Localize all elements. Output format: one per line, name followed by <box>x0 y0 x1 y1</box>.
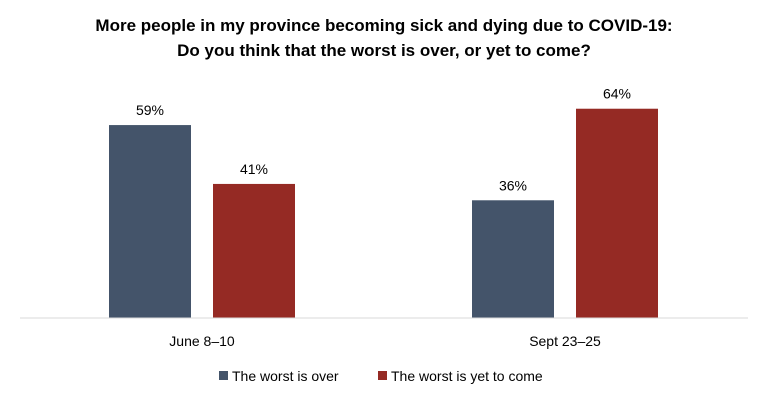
legend: The worst is over The worst is yet to com… <box>219 368 543 384</box>
legend-label-worst-is-over: The worst is over <box>232 368 339 384</box>
data-label-worst-yet-to-come-0: 41% <box>240 161 268 177</box>
data-label-worst-is-over-0: 59% <box>136 102 164 118</box>
category-label-0: June 8–10 <box>169 333 235 349</box>
data-label-worst-yet-to-come-1: 64% <box>603 86 631 102</box>
data-label-worst-is-over-1: 36% <box>499 177 527 193</box>
legend-swatch-worst-is-over <box>219 371 228 380</box>
bar-worst-is-over-0 <box>109 125 191 318</box>
chart-title-line-2: Do you think that the worst is over, or … <box>177 41 591 60</box>
category-label-1: Sept 23–25 <box>529 333 601 349</box>
bar-worst-is-over-1 <box>472 200 554 318</box>
bar-worst-yet-to-come-1 <box>576 108 658 318</box>
legend-swatch-worst-yet-to-come <box>378 371 387 380</box>
chart-title-line-1: More people in my province becoming sick… <box>95 16 672 35</box>
plot-area: 59% 41% 36% 64% <box>109 86 658 318</box>
bar-worst-yet-to-come-0 <box>213 183 295 318</box>
category-labels: June 8–10 Sept 23–25 <box>169 333 601 349</box>
legend-label-worst-yet-to-come: The worst is yet to come <box>391 368 543 384</box>
